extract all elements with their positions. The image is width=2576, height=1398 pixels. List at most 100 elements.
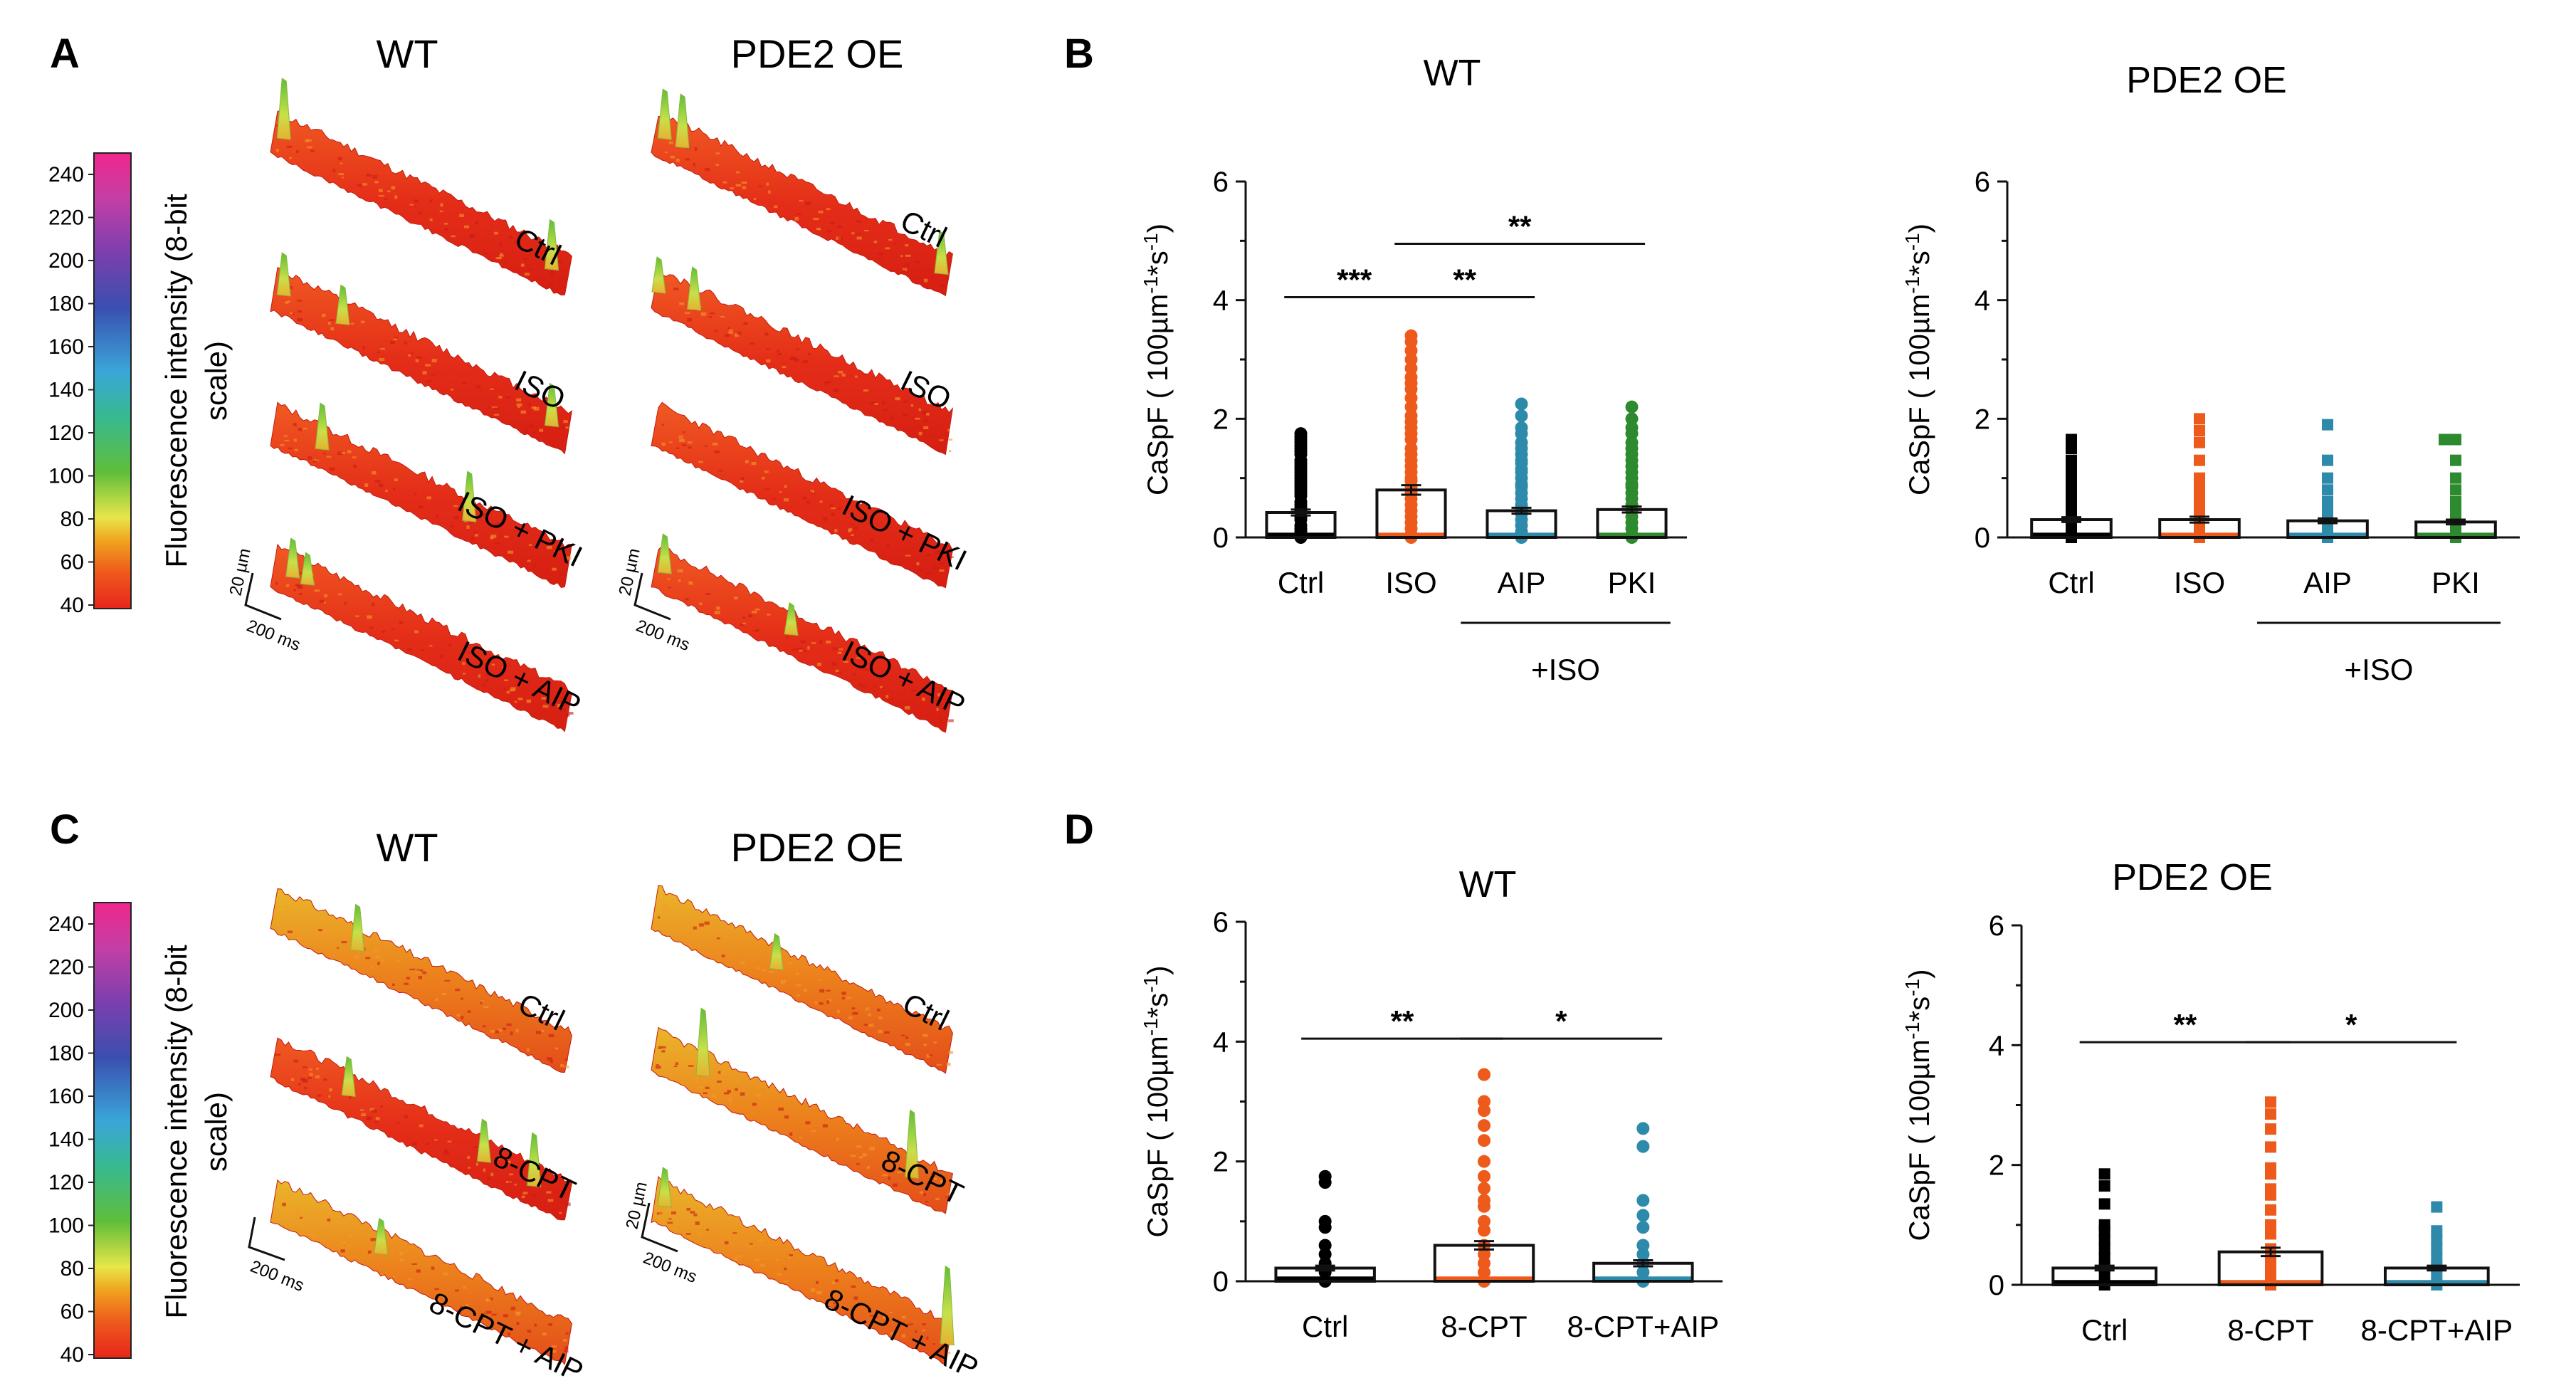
data-point — [2450, 472, 2461, 484]
data-point — [2450, 433, 2461, 446]
colorbar-tick-label: 180 — [48, 293, 84, 316]
data-point — [1478, 1095, 1491, 1108]
data-point — [2194, 478, 2205, 490]
data-point-cluster — [2219, 1280, 2323, 1285]
panel-label-c: C — [50, 806, 80, 853]
data-point-cluster — [2288, 532, 2367, 537]
data-point — [2194, 487, 2205, 499]
x-tick-label: ISO — [1385, 566, 1436, 599]
data-point — [1478, 1256, 1491, 1270]
x-tick-label: AIP — [2303, 566, 2352, 599]
data-point — [1404, 353, 1418, 366]
data-point — [1625, 427, 1639, 441]
panel-label-b: B — [1064, 31, 1094, 77]
chart-title: PDE2 OE — [2112, 857, 2272, 898]
data-point — [1478, 1134, 1491, 1147]
data-point — [2450, 522, 2461, 535]
colorbar-tick-label: 140 — [48, 1128, 84, 1152]
data-point — [2194, 496, 2205, 508]
panel-c-col-title-wt: WT — [376, 825, 438, 870]
data-point — [2098, 1234, 2110, 1246]
data-point — [2431, 1201, 2443, 1213]
y-axis-label-part: CaSpF ( 100µm — [1142, 1036, 1174, 1237]
data-point — [1636, 1194, 1650, 1207]
data-point — [2322, 496, 2333, 508]
colorbar-gradient — [93, 902, 132, 1359]
y-tick-label: 6 — [1989, 910, 2004, 942]
y-axis-label: CaSpF ( 100µm-1*s-1) — [1140, 966, 1174, 1238]
y-tick-label: 2 — [1213, 404, 1229, 435]
data-point — [2265, 1096, 2276, 1108]
y-axis-label: CaSpF ( 100µm-1*s-1) — [1901, 969, 1935, 1241]
data-point — [2265, 1168, 2276, 1180]
data-point — [1404, 362, 1418, 375]
x-tick-label: PKI — [2432, 566, 2480, 599]
linescan-trace — [651, 1167, 955, 1366]
y-tick-label: 4 — [1989, 1030, 2004, 1061]
colorbar-c: 40 60 80 100 120 140 160 180 200 220 240 Fluoresce… — [48, 902, 233, 1367]
y-axis-label-part: *s — [1904, 251, 1935, 276]
scalebar-x-label: 200 ms — [634, 616, 693, 656]
linescan-trace — [270, 78, 572, 296]
data-point-cluster — [2031, 532, 2111, 537]
data-point — [2450, 484, 2461, 496]
chart-title: WT — [1424, 53, 1481, 94]
data-point — [1478, 1224, 1491, 1237]
significance-label: * — [2345, 1008, 2357, 1041]
colorbar-title-line2: scale) — [199, 1092, 233, 1172]
data-point — [2431, 1270, 2443, 1282]
linescan-trace — [651, 88, 953, 297]
data-point-cluster — [1487, 532, 1556, 537]
x-tick-label: 8-CPT — [2227, 1313, 2313, 1347]
data-point — [1515, 409, 1528, 423]
data-point — [2450, 505, 2461, 517]
data-point — [1636, 1266, 1650, 1279]
x-tick-label: 8-CPT+AIP — [1567, 1310, 1720, 1343]
data-point — [1625, 400, 1639, 414]
data-point — [2066, 433, 2077, 446]
x-tick-label: Ctrl — [1278, 566, 1324, 599]
colorbar-tick-label: 120 — [48, 1171, 84, 1194]
y-axis-label-part: -1 — [1140, 1018, 1162, 1036]
y-axis-label-part: ) — [1904, 224, 1935, 233]
scalebar-x-label: 200 ms — [244, 616, 303, 656]
data-point-cluster — [1377, 532, 1446, 537]
data-point — [1478, 1155, 1491, 1168]
colorbar-tick-label: 60 — [61, 1300, 84, 1324]
data-point-cluster — [1266, 532, 1335, 537]
colorbar-tick-label: 220 — [48, 956, 84, 979]
data-point — [1515, 427, 1528, 441]
y-axis-label-part: ) — [1142, 224, 1174, 233]
colorbar-title-line1: Fluorescence intensity (8-bit — [159, 194, 193, 568]
significance-label: ** — [2173, 1008, 2197, 1041]
data-point — [2194, 505, 2205, 517]
linescan-trace — [651, 533, 954, 733]
y-axis-label-part: CaSpF ( 100µm — [1904, 1039, 1935, 1241]
colorbar-tick-label: 160 — [48, 1085, 84, 1108]
data-point — [2322, 505, 2333, 517]
data-point — [1478, 1170, 1491, 1183]
colorbar-gradient — [93, 152, 132, 609]
significance-label: ** — [1508, 210, 1532, 243]
colorbar-title-line2: scale) — [199, 341, 233, 421]
y-axis-label-part: CaSpF ( 100µm — [1142, 294, 1174, 495]
data-point — [2322, 484, 2333, 496]
data-point — [1318, 1176, 1332, 1189]
panel-c-traces — [270, 885, 955, 1366]
scalebar-x-label: 200 ms — [248, 1257, 307, 1296]
group-label: +ISO — [1531, 653, 1600, 686]
colorbar-tick-label: 80 — [61, 508, 84, 531]
colorbar-tick-label: 180 — [48, 1042, 84, 1066]
data-point — [1404, 391, 1418, 405]
data-point — [2098, 1180, 2110, 1192]
chart-title: PDE2 OE — [2126, 60, 2286, 101]
x-tick-label: ISO — [2174, 566, 2225, 599]
data-point — [2322, 419, 2333, 431]
data-point — [1478, 1248, 1491, 1261]
data-point — [1478, 1119, 1491, 1132]
linescan-trace — [651, 1007, 953, 1214]
data-point — [2265, 1261, 2276, 1273]
data-point — [2194, 425, 2205, 436]
